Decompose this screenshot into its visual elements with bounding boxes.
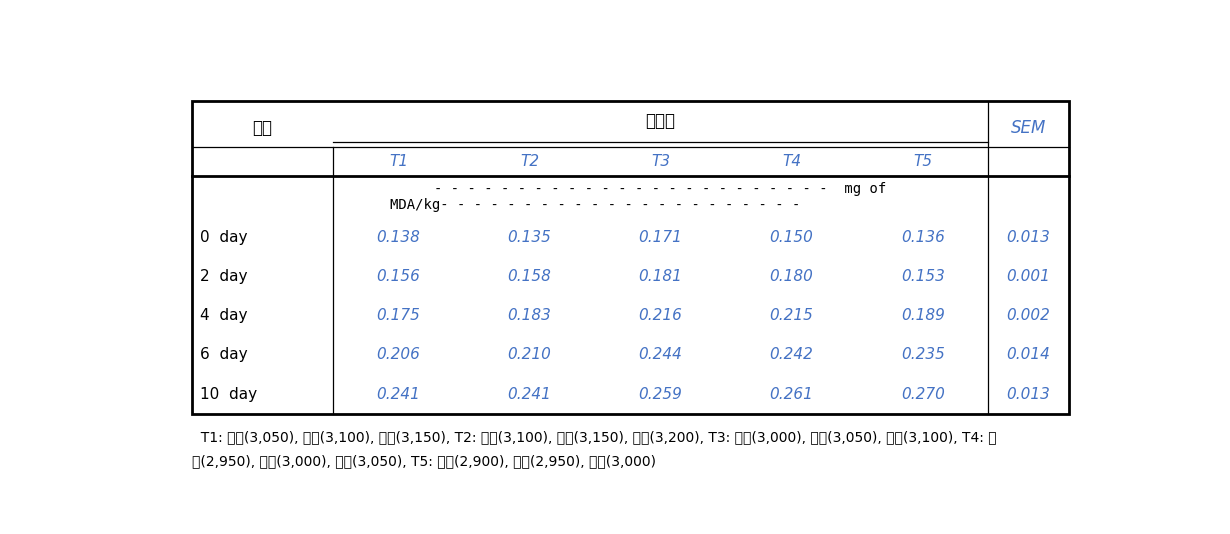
- Text: 0.189: 0.189: [900, 309, 945, 324]
- Text: T1: T1: [389, 154, 408, 169]
- Text: 0.215: 0.215: [770, 309, 813, 324]
- Text: 0.259: 0.259: [638, 387, 683, 402]
- Text: 0.180: 0.180: [770, 269, 813, 285]
- Text: 0.013: 0.013: [1006, 230, 1050, 245]
- Text: 0.241: 0.241: [376, 387, 421, 402]
- Text: 0.242: 0.242: [770, 348, 813, 363]
- Text: 0.156: 0.156: [376, 269, 421, 285]
- Text: 0.235: 0.235: [900, 348, 945, 363]
- Text: T5: T5: [913, 154, 932, 169]
- Text: 0.138: 0.138: [376, 230, 421, 245]
- Text: 2  day: 2 day: [199, 269, 247, 285]
- Text: T1: 초기(3,050), 중기(3,100), 후기(3,150), T2: 초기(3,100), 중기(3,150), 후기(3,200), T3: 초기: T1: 초기(3,050), 중기(3,100), 후기(3,150), T2:…: [192, 430, 996, 444]
- Text: 10  day: 10 day: [199, 387, 257, 402]
- Text: 0.171: 0.171: [638, 230, 683, 245]
- Text: 4  day: 4 day: [199, 309, 247, 324]
- Text: 처리구: 처리구: [646, 112, 675, 130]
- Text: 0.135: 0.135: [508, 230, 551, 245]
- Text: 0.175: 0.175: [376, 309, 421, 324]
- Text: 0.183: 0.183: [508, 309, 551, 324]
- Text: 0.136: 0.136: [900, 230, 945, 245]
- Text: 0.014: 0.014: [1006, 348, 1050, 363]
- Text: 0.150: 0.150: [770, 230, 813, 245]
- Text: 0.153: 0.153: [900, 269, 945, 285]
- Text: 0.001: 0.001: [1006, 269, 1050, 285]
- Text: T2: T2: [520, 154, 539, 169]
- Text: 0.270: 0.270: [900, 387, 945, 402]
- Text: 0.002: 0.002: [1006, 309, 1050, 324]
- Text: 0  day: 0 day: [199, 230, 247, 245]
- Text: 0.244: 0.244: [638, 348, 683, 363]
- Text: SEM: SEM: [1011, 119, 1047, 137]
- Text: 6  day: 6 day: [199, 348, 247, 363]
- Text: MDA/kg- - - - - - - - - - - - - - - - - - - - - -: MDA/kg- - - - - - - - - - - - - - - - - …: [390, 198, 801, 211]
- Text: 0.158: 0.158: [508, 269, 551, 285]
- Text: T4: T4: [782, 154, 801, 169]
- Text: 0.013: 0.013: [1006, 387, 1050, 402]
- Text: 0.216: 0.216: [638, 309, 683, 324]
- Text: - - - - - - - - - - - - - - - - - - - - - - - -  mg of: - - - - - - - - - - - - - - - - - - - - …: [434, 183, 887, 197]
- Text: 0.206: 0.206: [376, 348, 421, 363]
- Bar: [192, 101, 1069, 413]
- Text: 기(2,950), 중기(3,000), 후기(3,050), T5: 초기(2,900), 중기(2,950), 후기(3,000): 기(2,950), 중기(3,000), 후기(3,050), T5: 초기(2…: [192, 455, 656, 469]
- Text: T3: T3: [651, 154, 670, 169]
- Text: 항목: 항목: [252, 119, 272, 137]
- Text: 0.181: 0.181: [638, 269, 683, 285]
- Text: 0.210: 0.210: [508, 348, 551, 363]
- Text: 0.261: 0.261: [770, 387, 813, 402]
- Text: 0.241: 0.241: [508, 387, 551, 402]
